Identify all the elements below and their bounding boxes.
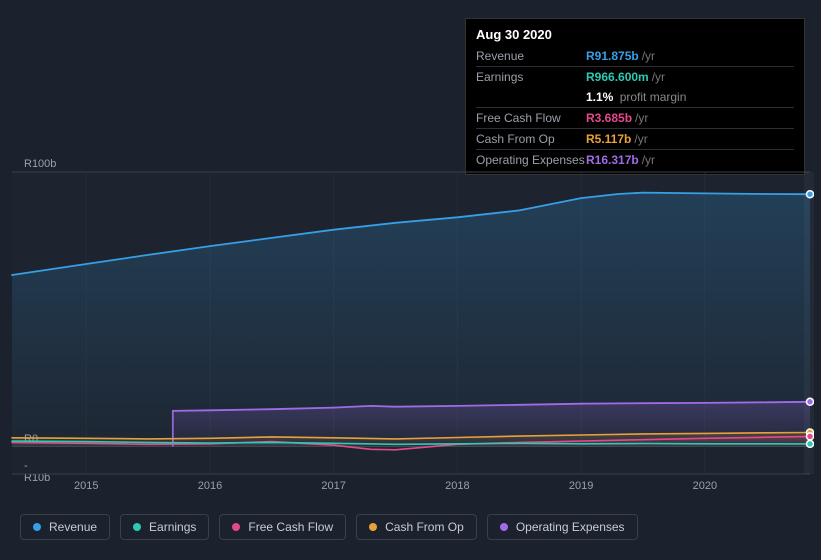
- legend-item[interactable]: Cash From Op: [356, 514, 477, 540]
- x-tick-label: 2018: [445, 480, 469, 492]
- legend-label: Cash From Op: [385, 520, 464, 534]
- chart-container: Aug 30 2020 RevenueR91.875b/yrEarningsR9…: [0, 0, 821, 560]
- legend-label: Revenue: [49, 520, 97, 534]
- legend-dot-icon: [369, 523, 377, 531]
- line-area-chart[interactable]: [0, 0, 814, 478]
- chart-legend: Revenue Earnings Free Cash Flow Cash From O…: [20, 514, 638, 540]
- series-end-dot-free_cash_flow: [807, 433, 814, 440]
- legend-item[interactable]: Operating Expenses: [487, 514, 638, 540]
- x-axis-labels: 2015 2016 2017 2018 2019 2020: [12, 480, 810, 494]
- series-end-dot-earnings: [807, 440, 814, 447]
- x-tick-label: 2015: [74, 480, 98, 492]
- series-end-dot-op_expenses: [807, 398, 814, 405]
- legend-dot-icon: [500, 523, 508, 531]
- legend-label: Earnings: [149, 520, 196, 534]
- legend-item[interactable]: Revenue: [20, 514, 110, 540]
- legend-item[interactable]: Earnings: [120, 514, 209, 540]
- x-tick-label: 2019: [569, 480, 593, 492]
- x-tick-label: 2017: [321, 480, 345, 492]
- legend-label: Operating Expenses: [516, 520, 625, 534]
- x-tick-label: 2020: [693, 480, 717, 492]
- legend-dot-icon: [133, 523, 141, 531]
- series-end-dot-revenue: [807, 191, 814, 198]
- x-tick-label: 2016: [198, 480, 222, 492]
- legend-item[interactable]: Free Cash Flow: [219, 514, 346, 540]
- legend-label: Free Cash Flow: [248, 520, 333, 534]
- legend-dot-icon: [33, 523, 41, 531]
- legend-dot-icon: [232, 523, 240, 531]
